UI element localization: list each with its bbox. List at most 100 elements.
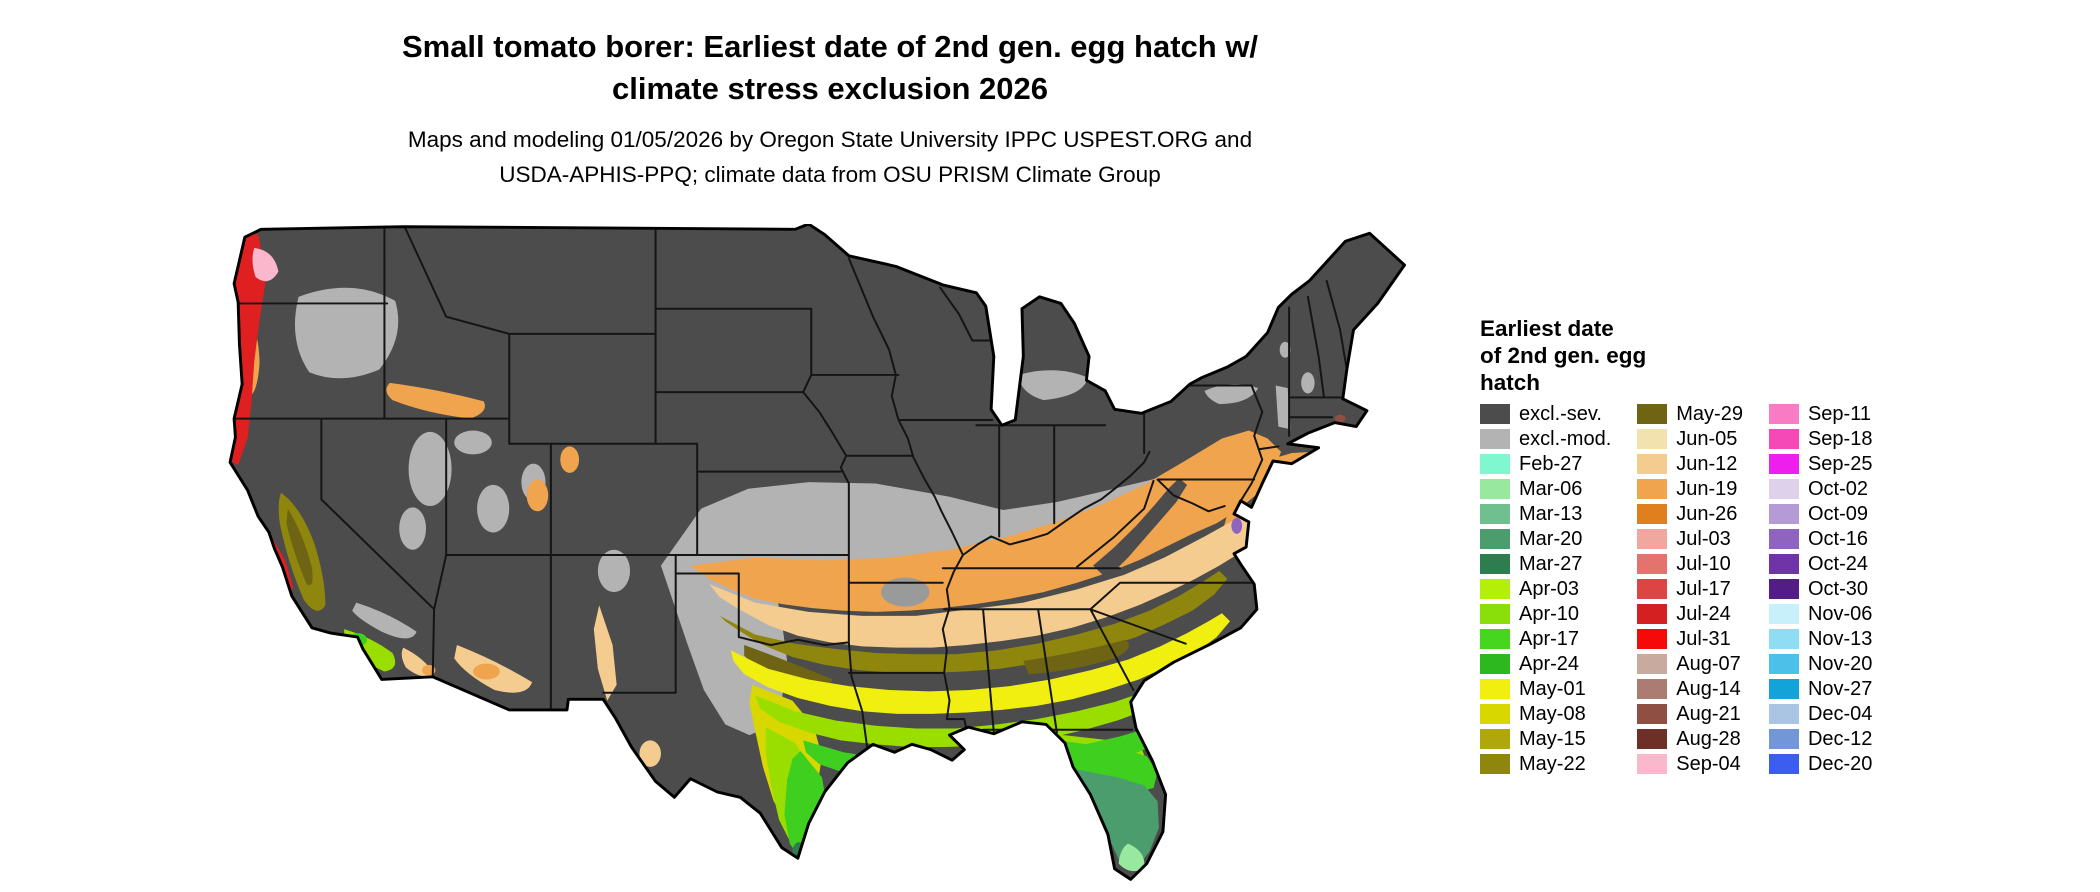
legend-entry: Dec-04	[1768, 703, 1873, 725]
legend-label: Aug-07	[1676, 653, 1741, 675]
legend-entry: May-08	[1480, 704, 1611, 724]
legend-swatch	[1637, 479, 1668, 499]
legend-swatch	[1768, 629, 1799, 649]
legend-label: Mar-20	[1519, 528, 1583, 550]
legend-swatch	[1480, 554, 1510, 574]
legend-entry: Mar-20	[1480, 529, 1611, 549]
legend-label: Dec-04	[1807, 703, 1873, 725]
legend-entry: Apr-03	[1480, 579, 1611, 599]
legend-entry: Jun-19	[1637, 479, 1743, 499]
legend-swatch	[1637, 454, 1668, 474]
legend-label: Sep-04	[1676, 753, 1741, 775]
legend-swatch	[1480, 754, 1510, 774]
legend-label: Dec-12	[1807, 728, 1873, 750]
legend-entry: Oct-16	[1768, 529, 1873, 549]
legend-label: Nov-13	[1807, 628, 1873, 650]
legend-swatch	[1480, 429, 1510, 449]
legend-swatch	[1480, 604, 1510, 624]
legend-swatch	[1480, 454, 1510, 474]
legend-label: Dec-20	[1807, 753, 1873, 775]
legend-swatch	[1768, 579, 1799, 599]
legend-label: excl.-sev.	[1519, 403, 1602, 425]
legend-label: Jul-03	[1676, 528, 1731, 550]
map-region-june-early	[401, 488, 1287, 767]
legend-label: Apr-17	[1519, 628, 1580, 650]
legend-entry: Nov-13	[1768, 628, 1873, 650]
legend-label: May-08	[1519, 703, 1586, 725]
legend-swatch	[1768, 479, 1799, 499]
legend-swatch	[1637, 654, 1668, 674]
legend-entry: Oct-24	[1768, 553, 1873, 575]
legend-title-line1: Earliest date	[1480, 316, 1614, 341]
legend-swatch	[1768, 704, 1799, 724]
map-subtitle-line2: USDA-APHIS-PPQ; climate data from OSU PR…	[499, 162, 1161, 187]
legend-swatch	[1480, 529, 1510, 549]
legend-entry: May-22	[1480, 754, 1611, 774]
legend-swatch	[1480, 679, 1510, 699]
legend-label: Jun-05	[1676, 428, 1738, 450]
legend-label: Oct-24	[1807, 553, 1868, 575]
legend-swatch	[1637, 679, 1668, 699]
legend-entry: Apr-24	[1480, 654, 1611, 674]
legend-label: Mar-27	[1519, 553, 1583, 575]
legend-swatch	[1480, 579, 1510, 599]
legend-entry: Feb-27	[1480, 454, 1611, 474]
legend-entry: Aug-21	[1637, 704, 1743, 724]
legend-entry: excl.-sev.	[1480, 404, 1611, 424]
legend-swatch	[1637, 704, 1668, 724]
legend-entry: Jul-17	[1637, 579, 1743, 599]
legend-label: Mar-06	[1519, 478, 1583, 500]
map-subtitle: Maps and modeling 01/05/2026 by Oregon S…	[160, 122, 1500, 192]
legend-label: Jul-24	[1676, 603, 1731, 625]
map-subtitle-line1: Maps and modeling 01/05/2026 by Oregon S…	[407, 127, 1253, 152]
legend-entry: Jul-24	[1637, 604, 1743, 624]
legend-swatch	[1637, 629, 1668, 649]
legend-label: Jun-12	[1676, 453, 1738, 475]
legend-swatch	[1637, 529, 1668, 549]
legend-entry: May-15	[1480, 729, 1611, 749]
legend-entry: excl.-mod.	[1480, 429, 1611, 449]
legend-swatch	[1768, 654, 1799, 674]
legend-label: Nov-27	[1807, 678, 1873, 700]
legend-entry: Nov-06	[1768, 603, 1873, 625]
legend-label: Jun-19	[1676, 478, 1738, 500]
legend-entry: Apr-17	[1480, 629, 1611, 649]
legend-swatch	[1768, 504, 1799, 524]
legend-label: excl.-mod.	[1519, 428, 1612, 450]
legend-swatch	[1768, 679, 1799, 699]
legend-entry: Nov-27	[1768, 678, 1873, 700]
legend-swatch	[1768, 604, 1799, 624]
legend-column: May-29 Jun-05 Jun-12 Jun-19 Jun-26 Jul-03 Jul-…	[1637, 404, 1743, 774]
state-borders	[233, 225, 1348, 752]
legend-label: Apr-10	[1519, 603, 1580, 625]
legend-swatch	[1768, 754, 1799, 774]
legend-entry: Dec-20	[1768, 753, 1873, 775]
legend-swatch	[1637, 404, 1668, 424]
us-choropleth-map	[218, 224, 1426, 886]
legend-swatch	[1637, 604, 1668, 624]
legend-label: Aug-14	[1676, 678, 1741, 700]
legend-title: Earliest date of 2nd gen. egg hatch	[1480, 315, 1646, 396]
legend-label: Aug-21	[1676, 703, 1741, 725]
legend-entry: Nov-20	[1768, 654, 1873, 674]
legend-entry: Jul-31	[1637, 629, 1743, 649]
legend-title-line3: hatch	[1480, 370, 1541, 395]
legend-swatch	[1637, 579, 1668, 599]
legend-label: Jul-17	[1676, 578, 1731, 600]
legend-swatch	[1637, 554, 1668, 574]
legend-entry: Aug-14	[1637, 679, 1743, 699]
legend-label: Feb-27	[1519, 453, 1583, 475]
legend-label: May-29	[1676, 403, 1743, 425]
legend-label: Oct-09	[1807, 503, 1868, 525]
legend-entry: Jun-05	[1637, 429, 1743, 449]
legend-title-line2: of 2nd gen. egg	[1480, 343, 1647, 368]
legend-swatch	[1480, 404, 1510, 424]
legend-entry: Sep-11	[1768, 404, 1873, 424]
legend-swatch	[1637, 729, 1668, 749]
legend-swatch	[1480, 479, 1510, 499]
legend-label: Jul-31	[1676, 628, 1731, 650]
legend-label: Nov-06	[1807, 603, 1873, 625]
legend-label: Apr-24	[1519, 653, 1580, 675]
legend-label: May-15	[1519, 728, 1586, 750]
